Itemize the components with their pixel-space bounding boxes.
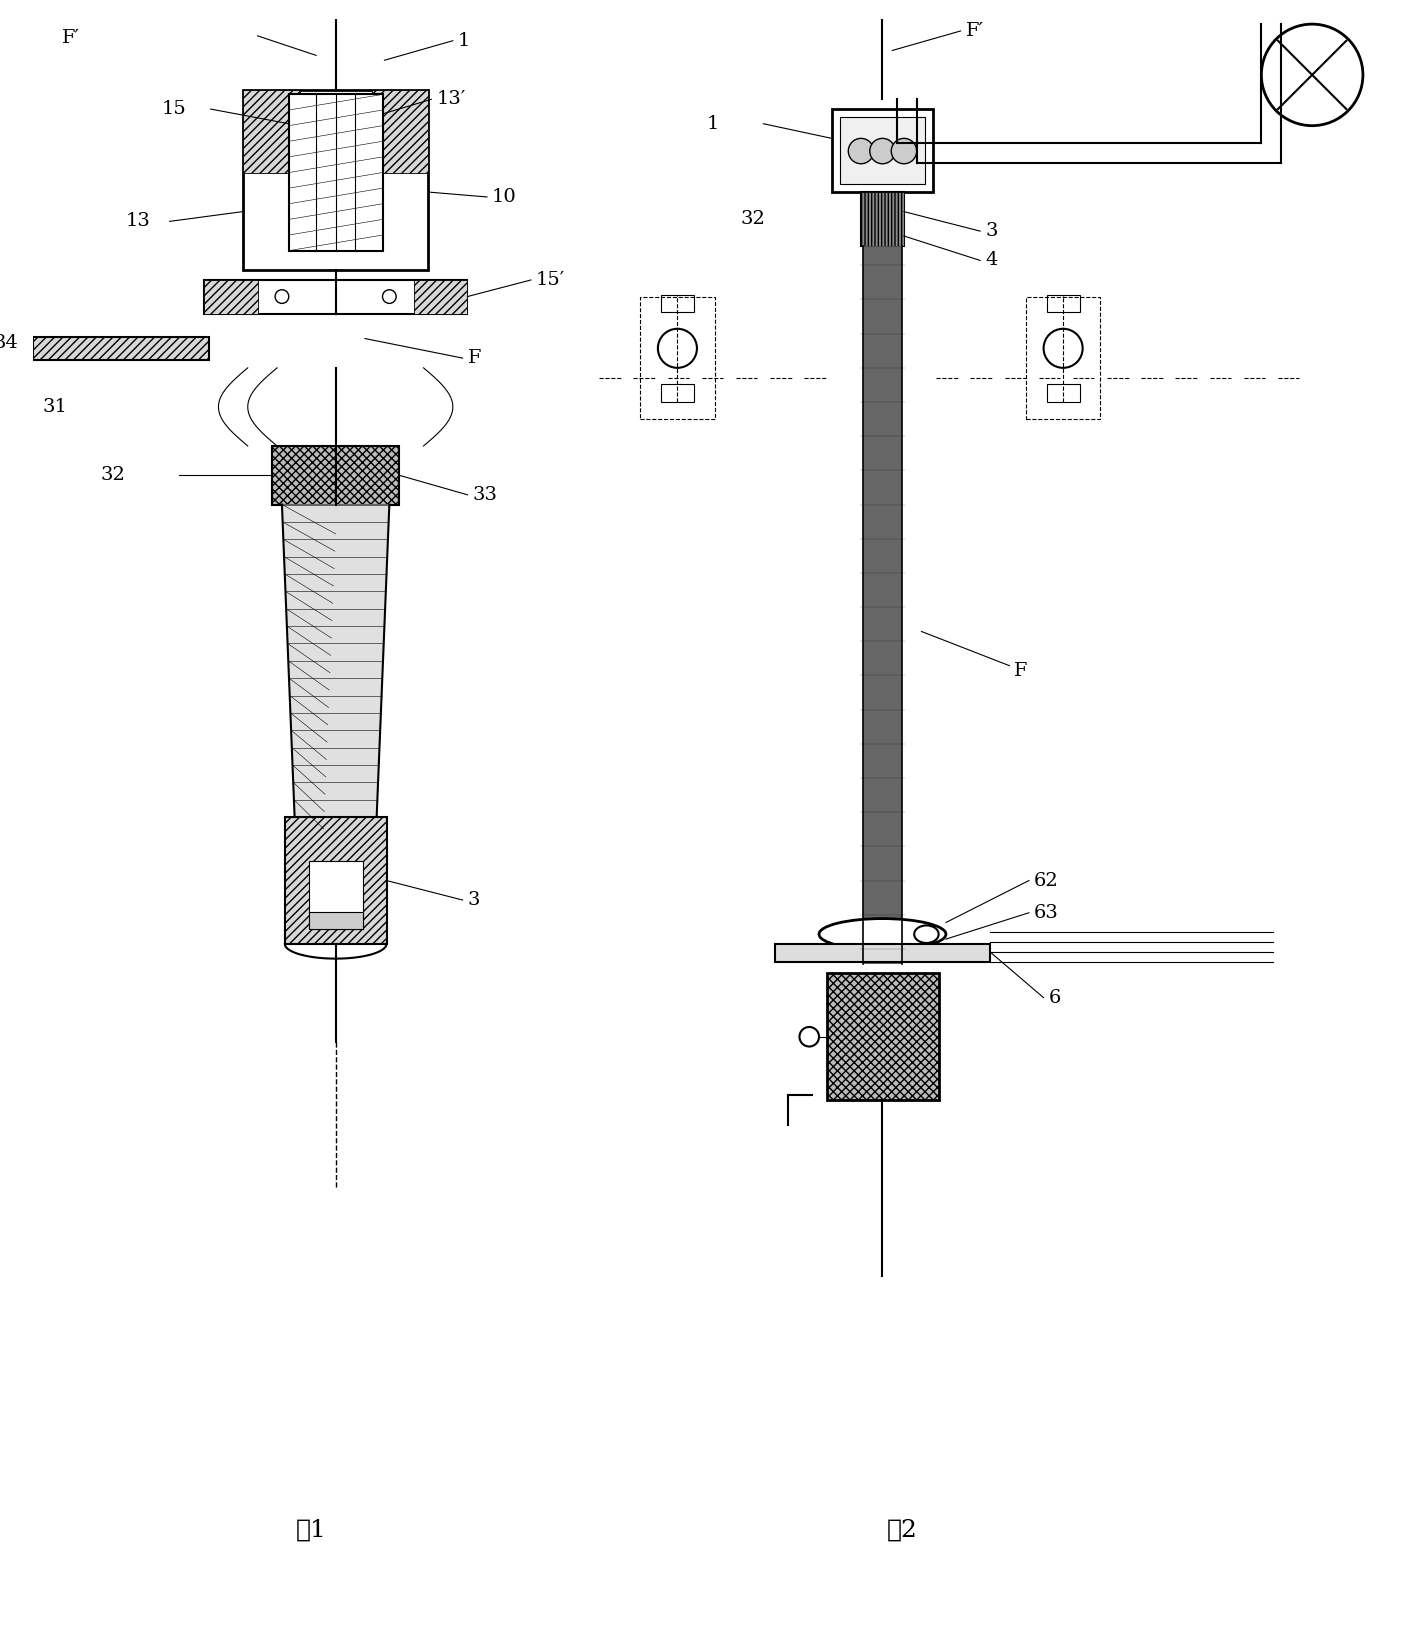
Circle shape [800,1026,820,1046]
Text: 1: 1 [458,31,471,49]
Text: 33: 33 [472,486,497,504]
Text: 3: 3 [468,891,481,909]
Bar [32,337,209,360]
Text: 15′: 15′ [535,272,565,290]
Text: 1: 1 [708,115,719,133]
Text: 32: 32 [101,467,126,485]
Text: 3: 3 [985,223,998,241]
Bar [272,445,399,504]
Text: 62: 62 [1034,871,1059,889]
Bar [289,95,382,250]
Bar [272,445,399,504]
Text: 10: 10 [492,188,517,206]
Bar [284,817,388,945]
Text: 31: 31 [42,398,67,416]
Text: F: F [468,349,481,367]
Circle shape [382,290,396,303]
Bar [242,90,429,270]
Text: F′: F′ [965,21,984,39]
Circle shape [870,139,895,164]
Text: F: F [1014,661,1028,679]
Bar [32,337,209,360]
Text: F′: F′ [62,29,80,47]
Text: 13: 13 [126,213,150,231]
Bar [862,192,904,246]
Bar [640,296,715,419]
Polygon shape [282,504,389,817]
Bar [661,295,693,313]
Bar [413,280,468,314]
Text: 13′: 13′ [436,90,465,108]
Text: 34: 34 [0,334,18,352]
Bar [775,945,991,961]
Circle shape [658,329,696,368]
Bar [203,280,258,314]
Circle shape [891,139,916,164]
Bar [242,90,300,172]
Bar [832,110,933,192]
Bar [862,192,904,246]
Text: 图1: 图1 [296,1519,326,1542]
Polygon shape [863,246,902,964]
Circle shape [1261,25,1363,126]
Bar [827,974,939,1100]
Bar [1047,295,1080,313]
Ellipse shape [915,925,939,943]
Bar [839,116,926,185]
Text: 6: 6 [1048,989,1061,1007]
Bar [371,90,429,172]
Circle shape [1044,329,1083,368]
Text: 15: 15 [163,100,186,118]
Bar [1026,296,1100,419]
Bar [203,280,468,314]
Bar [310,912,363,930]
Text: 4: 4 [985,252,998,270]
Circle shape [275,290,289,303]
Text: 32: 32 [740,211,765,229]
Text: 63: 63 [1034,904,1059,922]
Ellipse shape [820,918,946,949]
Bar [310,861,363,930]
Bar [284,817,388,945]
Text: 图2: 图2 [887,1519,918,1542]
Bar [661,385,693,403]
Circle shape [848,139,874,164]
Bar [827,974,939,1100]
Bar [1047,385,1080,403]
